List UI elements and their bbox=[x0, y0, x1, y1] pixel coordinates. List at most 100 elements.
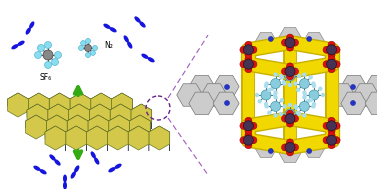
Polygon shape bbox=[69, 104, 89, 128]
Circle shape bbox=[244, 121, 253, 131]
Ellipse shape bbox=[63, 174, 67, 183]
Polygon shape bbox=[107, 126, 128, 151]
Circle shape bbox=[257, 99, 262, 104]
Circle shape bbox=[240, 137, 247, 144]
Polygon shape bbox=[70, 93, 91, 118]
Polygon shape bbox=[149, 126, 170, 151]
Text: N₂: N₂ bbox=[104, 40, 113, 50]
Polygon shape bbox=[110, 104, 131, 129]
Circle shape bbox=[92, 46, 98, 50]
Polygon shape bbox=[112, 93, 132, 118]
Polygon shape bbox=[45, 126, 66, 151]
Circle shape bbox=[333, 137, 340, 144]
Ellipse shape bbox=[127, 41, 132, 49]
Ellipse shape bbox=[11, 44, 18, 49]
Polygon shape bbox=[201, 84, 227, 106]
Circle shape bbox=[323, 137, 330, 144]
Ellipse shape bbox=[134, 16, 141, 23]
Circle shape bbox=[297, 74, 301, 78]
Polygon shape bbox=[303, 139, 325, 157]
Circle shape bbox=[323, 46, 330, 53]
Circle shape bbox=[282, 118, 286, 122]
Polygon shape bbox=[365, 75, 377, 98]
Circle shape bbox=[271, 79, 280, 89]
Polygon shape bbox=[27, 104, 48, 129]
Circle shape bbox=[307, 36, 312, 42]
Circle shape bbox=[296, 111, 300, 115]
Polygon shape bbox=[177, 84, 203, 106]
Circle shape bbox=[240, 46, 247, 53]
Circle shape bbox=[282, 81, 287, 86]
Circle shape bbox=[81, 41, 86, 46]
Ellipse shape bbox=[103, 24, 110, 29]
Circle shape bbox=[312, 84, 316, 88]
Circle shape bbox=[302, 72, 307, 77]
Text: SF₆: SF₆ bbox=[40, 73, 52, 82]
Circle shape bbox=[294, 105, 299, 110]
Circle shape bbox=[328, 142, 335, 149]
Circle shape bbox=[245, 117, 252, 124]
Circle shape bbox=[282, 39, 288, 46]
Polygon shape bbox=[89, 104, 110, 128]
Ellipse shape bbox=[147, 57, 155, 62]
Circle shape bbox=[299, 101, 310, 111]
Circle shape bbox=[245, 142, 252, 149]
Polygon shape bbox=[110, 104, 131, 128]
Circle shape bbox=[282, 68, 288, 75]
Ellipse shape bbox=[26, 27, 31, 35]
Polygon shape bbox=[131, 104, 152, 128]
Circle shape bbox=[282, 80, 286, 84]
Polygon shape bbox=[26, 115, 46, 140]
Circle shape bbox=[311, 81, 316, 86]
Polygon shape bbox=[130, 115, 150, 139]
Ellipse shape bbox=[63, 181, 67, 189]
Polygon shape bbox=[8, 93, 28, 117]
Polygon shape bbox=[128, 126, 149, 150]
Polygon shape bbox=[91, 93, 112, 118]
Circle shape bbox=[37, 44, 44, 51]
Circle shape bbox=[282, 144, 288, 151]
Ellipse shape bbox=[90, 151, 96, 159]
Circle shape bbox=[261, 90, 271, 100]
Circle shape bbox=[288, 103, 292, 107]
Circle shape bbox=[333, 46, 340, 53]
Circle shape bbox=[288, 83, 292, 87]
Polygon shape bbox=[329, 84, 355, 106]
Circle shape bbox=[326, 121, 337, 131]
Circle shape bbox=[86, 39, 90, 43]
Circle shape bbox=[244, 135, 253, 145]
Ellipse shape bbox=[141, 54, 149, 59]
Polygon shape bbox=[88, 115, 109, 139]
Polygon shape bbox=[109, 115, 130, 140]
Circle shape bbox=[328, 51, 335, 58]
Circle shape bbox=[285, 71, 295, 81]
Circle shape bbox=[305, 99, 310, 104]
Circle shape bbox=[287, 73, 294, 80]
Polygon shape bbox=[87, 126, 107, 150]
Circle shape bbox=[287, 110, 294, 117]
Circle shape bbox=[245, 51, 252, 58]
Ellipse shape bbox=[54, 159, 61, 166]
Ellipse shape bbox=[139, 21, 146, 28]
Circle shape bbox=[245, 127, 252, 134]
Circle shape bbox=[291, 115, 299, 122]
Circle shape bbox=[240, 61, 247, 68]
Circle shape bbox=[279, 112, 283, 116]
Circle shape bbox=[328, 41, 335, 48]
Circle shape bbox=[285, 38, 295, 48]
Circle shape bbox=[282, 115, 288, 122]
Circle shape bbox=[291, 144, 299, 151]
Circle shape bbox=[291, 68, 299, 75]
Polygon shape bbox=[353, 84, 377, 106]
Ellipse shape bbox=[115, 164, 122, 169]
Circle shape bbox=[333, 61, 340, 68]
Circle shape bbox=[294, 67, 299, 72]
Circle shape bbox=[328, 132, 335, 139]
Circle shape bbox=[90, 50, 95, 55]
Circle shape bbox=[287, 63, 294, 70]
Polygon shape bbox=[89, 104, 110, 129]
Circle shape bbox=[328, 66, 335, 73]
Polygon shape bbox=[91, 93, 112, 117]
Circle shape bbox=[285, 109, 295, 119]
Circle shape bbox=[321, 93, 325, 97]
